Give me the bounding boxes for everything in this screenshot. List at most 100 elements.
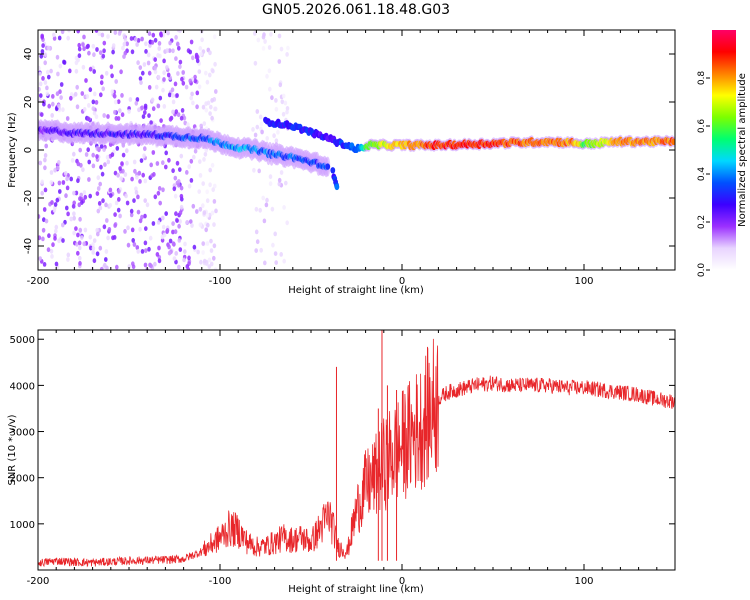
x-tick-label: -200 bbox=[27, 576, 50, 587]
spectrogram-noise-blob bbox=[204, 70, 208, 76]
spectrogram-noise-blob bbox=[38, 235, 42, 241]
spectrogram-noise-blob bbox=[104, 202, 108, 208]
spectrogram-noise-blob bbox=[122, 41, 127, 47]
spectrogram-noise-blob bbox=[207, 264, 212, 269]
spectrogram-noise-blob bbox=[173, 81, 178, 87]
spectrogram-noise-blob bbox=[144, 226, 148, 232]
spectrogram-noise-blob bbox=[45, 69, 50, 75]
spectrogram-noise-blob bbox=[151, 32, 156, 38]
spectrogram-noise-blob bbox=[279, 46, 284, 52]
spectrogram-noise-blob bbox=[118, 213, 122, 219]
spectrogram-noise-blob bbox=[214, 89, 218, 94]
spectrogram-noise-blob bbox=[49, 180, 54, 185]
spectrogram-noise-blob bbox=[181, 80, 186, 86]
spectrogram-noise-blob bbox=[185, 220, 189, 225]
spectrogram-noise-blob bbox=[135, 42, 139, 47]
spectrogram-noise-blob bbox=[61, 180, 66, 185]
spectrogram-noise-blob bbox=[183, 120, 187, 126]
spectrogram-noise-blob bbox=[110, 89, 115, 94]
spectrogram-noise-blob bbox=[97, 31, 101, 37]
spectrogram-noise-blob bbox=[193, 148, 198, 154]
spectrogram-noise-blob bbox=[135, 245, 140, 250]
spectrogram-noise-blob bbox=[88, 193, 92, 199]
spectrogram-noise-blob bbox=[146, 52, 151, 58]
spectrogram-noise-blob bbox=[138, 218, 143, 224]
spectrogram-noise-blob bbox=[201, 181, 205, 187]
spectrogram-noise-blob bbox=[286, 45, 290, 51]
spectrogram-noise-blob bbox=[60, 30, 65, 35]
spectrogram-noise-blob bbox=[208, 167, 212, 173]
spectrogram-xlabel: Height of straight line (km) bbox=[288, 285, 424, 296]
spectrogram-noise-blob bbox=[65, 116, 70, 121]
spectrogram-noise-blob bbox=[76, 178, 80, 184]
spectrogram-noise-blob bbox=[189, 219, 193, 225]
spectrogram-noise-blob bbox=[80, 235, 84, 241]
spectrogram-noise-blob bbox=[47, 103, 51, 109]
spectrogram-noise-blob bbox=[50, 113, 54, 118]
spectrogram-noise-blob bbox=[259, 121, 264, 127]
spectrogram-noise-blob bbox=[101, 198, 105, 204]
y-tick-label: -20 bbox=[23, 190, 34, 206]
spectrogram-noise-blob bbox=[208, 72, 212, 78]
spectrogram-noise-blob bbox=[280, 99, 285, 105]
spectrogram-noise-blob bbox=[285, 109, 289, 115]
spectrogram-noise-blob bbox=[143, 262, 148, 268]
spectrogram-noise-blob bbox=[174, 56, 178, 61]
spectrogram-noise-blob bbox=[254, 248, 258, 254]
x-tick-label: 0 bbox=[399, 576, 405, 587]
spectrogram-noise-blob bbox=[214, 208, 218, 214]
spectrogram-noise-blob bbox=[205, 213, 210, 218]
spectrogram-noise-blob bbox=[129, 36, 134, 41]
spectrogram-noise-blob bbox=[109, 64, 114, 70]
colorbar-tick-label: 0.8 bbox=[697, 71, 707, 86]
spectrogram-noise-blob bbox=[47, 74, 51, 80]
spectrogram-noise-blob bbox=[44, 218, 49, 224]
spectrogram-noise-blob bbox=[274, 98, 278, 103]
spectrogram-noise-blob bbox=[264, 202, 269, 208]
spectrogram-noise-blob bbox=[285, 52, 289, 57]
spectrogram-noise-blob bbox=[278, 82, 283, 88]
spectrogram-noise-blob bbox=[43, 165, 47, 171]
spectrogram-noise-blob bbox=[133, 37, 138, 42]
spectrogram-noise-blob bbox=[173, 175, 178, 181]
spectrogram-noise-blob bbox=[108, 202, 113, 208]
spectrogram-noise-blob bbox=[263, 39, 267, 44]
spectrogram-noise-blob bbox=[193, 78, 197, 84]
spectrogram-noise-blob bbox=[138, 65, 143, 70]
spike-trace-point bbox=[334, 183, 340, 191]
spectrogram-noise-blob bbox=[156, 53, 160, 58]
spectrogram-noise-blob bbox=[211, 68, 215, 74]
spectrogram-noise-blob bbox=[136, 209, 141, 215]
spectrogram-noise-blob bbox=[282, 258, 287, 264]
spectrogram-noise-blob bbox=[190, 91, 194, 97]
spectrogram-noise-blob bbox=[189, 39, 194, 45]
spectrogram-noise-blob bbox=[202, 258, 207, 264]
spectrogram-noise-blob bbox=[92, 238, 97, 244]
spectrogram-noise-blob bbox=[283, 100, 288, 106]
spectrogram-noise-blob bbox=[188, 49, 192, 55]
spectrogram-noise-blob bbox=[209, 104, 213, 110]
spectrogram-noise-blob bbox=[87, 50, 91, 56]
spectrogram-noise-blob bbox=[202, 210, 207, 216]
spectrogram-noise-blob bbox=[54, 261, 59, 267]
spectrogram-noise-blob bbox=[274, 260, 279, 265]
spectrogram-noise-blob bbox=[139, 158, 144, 164]
spectrogram-noise-blob bbox=[254, 206, 259, 212]
spectrogram-noise-blob bbox=[178, 247, 183, 253]
spectrogram-noise-blob bbox=[110, 73, 114, 79]
spectrogram-noise-blob bbox=[123, 37, 128, 42]
spectrogram-noise-blob bbox=[195, 209, 199, 214]
spectrogram-noise-blob bbox=[132, 242, 137, 247]
spectrogram-noise-blob bbox=[113, 30, 118, 35]
spectrogram-noise-blob bbox=[205, 79, 210, 85]
spectrogram-noise-blob bbox=[205, 241, 210, 246]
spectrogram-noise-blob bbox=[82, 34, 86, 40]
spectrogram-noise-blob bbox=[70, 158, 75, 163]
spectrogram-noise-blob bbox=[147, 113, 151, 118]
spectrogram-noise-blob bbox=[110, 152, 115, 158]
spectrogram-noise-blob bbox=[254, 229, 259, 235]
spectrogram-noise-blob bbox=[94, 114, 99, 120]
spectrogram-noise-blob bbox=[121, 45, 125, 51]
spectrogram-noise-blob bbox=[40, 33, 44, 39]
spectrogram-noise-blob bbox=[38, 71, 42, 77]
